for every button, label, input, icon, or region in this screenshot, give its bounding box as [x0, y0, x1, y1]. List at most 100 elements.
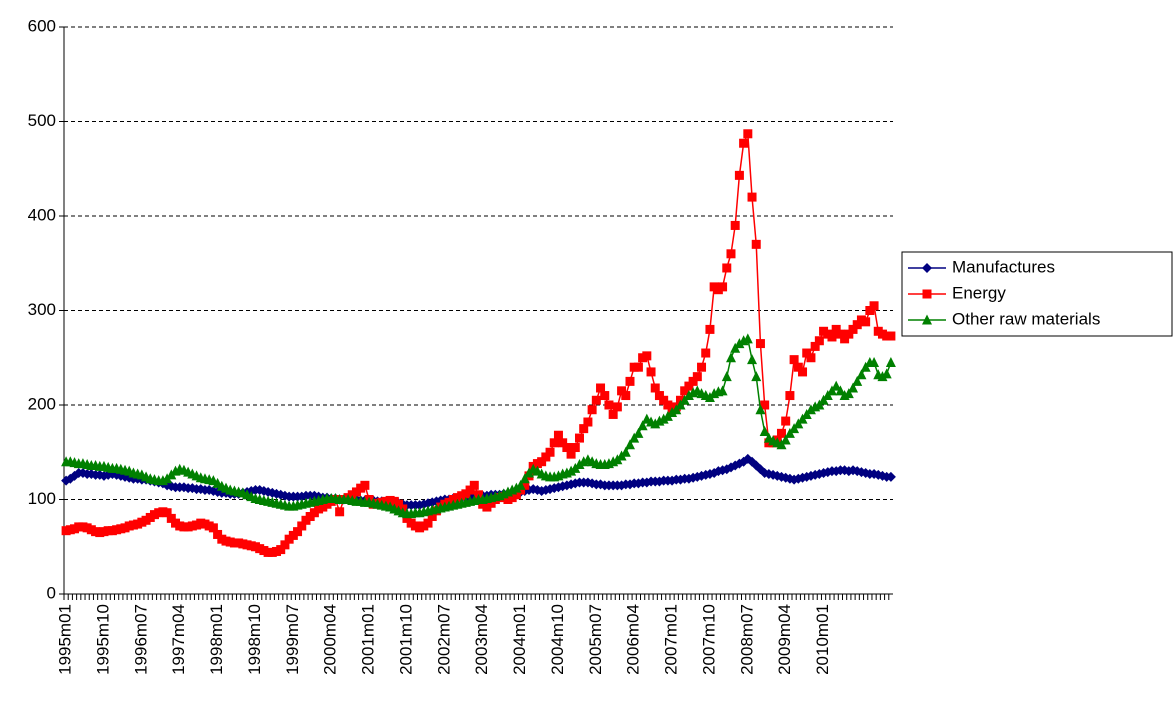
y-tick-label: 300: [28, 300, 56, 319]
y-tick-label: 200: [28, 394, 56, 413]
point: [541, 452, 551, 462]
point: [335, 507, 345, 517]
legend-label: Manufactures: [952, 257, 1055, 276]
point: [637, 420, 648, 431]
point: [276, 545, 286, 555]
point: [886, 331, 896, 341]
point: [624, 439, 635, 450]
point: [566, 449, 576, 459]
y-tick-label: 0: [47, 583, 56, 602]
point: [722, 263, 732, 273]
x-tick-label: 2006m04: [624, 604, 643, 675]
point: [759, 425, 770, 436]
point: [755, 404, 766, 415]
point: [814, 336, 824, 346]
point: [293, 527, 303, 537]
point: [650, 418, 661, 429]
point: [692, 372, 702, 382]
point: [520, 480, 530, 490]
point: [848, 324, 858, 334]
point: [831, 380, 842, 391]
point: [612, 402, 622, 412]
point: [423, 518, 433, 528]
x-tick-label: 1995m10: [93, 604, 112, 675]
point: [848, 382, 859, 393]
point: [654, 391, 664, 401]
x-tick-label: 1999m07: [283, 604, 302, 675]
point: [620, 446, 631, 457]
x-tick-label: 2007m01: [662, 604, 681, 675]
point: [574, 433, 584, 443]
point: [604, 400, 614, 410]
point: [742, 333, 753, 344]
point: [646, 367, 656, 377]
point: [511, 490, 521, 500]
point: [280, 540, 290, 550]
point: [683, 390, 694, 401]
point: [574, 459, 585, 470]
legend-marker: [922, 289, 932, 299]
x-tick-label: 2009m04: [775, 604, 794, 675]
y-tick-label: 500: [28, 111, 56, 130]
x-tick-label: 2004m10: [548, 604, 567, 675]
point: [562, 443, 572, 453]
point: [805, 404, 816, 415]
x-tick-label: 1998m10: [245, 604, 264, 675]
point: [617, 386, 627, 396]
x-tick-label: 1996m07: [131, 604, 150, 675]
legend-marker: [922, 263, 932, 273]
point: [596, 383, 606, 393]
point: [798, 367, 808, 377]
point: [162, 508, 172, 518]
x-tick-label: 1998m01: [207, 604, 226, 675]
point: [844, 329, 854, 339]
point: [802, 348, 812, 358]
point: [806, 353, 816, 363]
point: [721, 371, 732, 382]
point: [621, 391, 631, 401]
point: [760, 400, 770, 410]
point: [515, 479, 526, 490]
point: [688, 376, 698, 386]
point: [718, 282, 728, 292]
point: [659, 395, 669, 405]
point: [587, 405, 597, 415]
point: [877, 371, 888, 382]
point: [537, 457, 547, 467]
point: [780, 434, 791, 445]
point: [427, 512, 437, 522]
point: [743, 129, 753, 139]
point: [781, 416, 791, 426]
point: [835, 329, 845, 339]
point: [208, 523, 218, 533]
point: [697, 362, 707, 372]
point: [755, 339, 765, 349]
point: [865, 306, 875, 315]
point: [680, 386, 690, 396]
point: [633, 362, 643, 372]
legend-label: Other raw materials: [952, 309, 1100, 328]
point: [852, 320, 862, 330]
x-tick-label: 2007m10: [699, 604, 718, 675]
point: [793, 362, 803, 372]
point: [650, 383, 660, 393]
point: [869, 301, 879, 311]
point: [465, 485, 475, 495]
point: [600, 391, 610, 401]
y-tick-label: 600: [28, 16, 56, 35]
point: [566, 465, 577, 476]
point: [297, 521, 307, 531]
point: [608, 409, 618, 419]
y-tick-label: 400: [28, 205, 56, 224]
point: [684, 381, 694, 391]
x-tick-label: 2001m10: [396, 604, 415, 675]
x-tick-label: 2004m01: [510, 604, 529, 675]
point: [717, 385, 728, 396]
legend-marker: [922, 314, 932, 325]
point: [730, 220, 740, 230]
point: [885, 471, 896, 482]
x-tick-label: 2001m01: [359, 604, 378, 675]
point: [726, 249, 736, 259]
point: [625, 376, 635, 386]
